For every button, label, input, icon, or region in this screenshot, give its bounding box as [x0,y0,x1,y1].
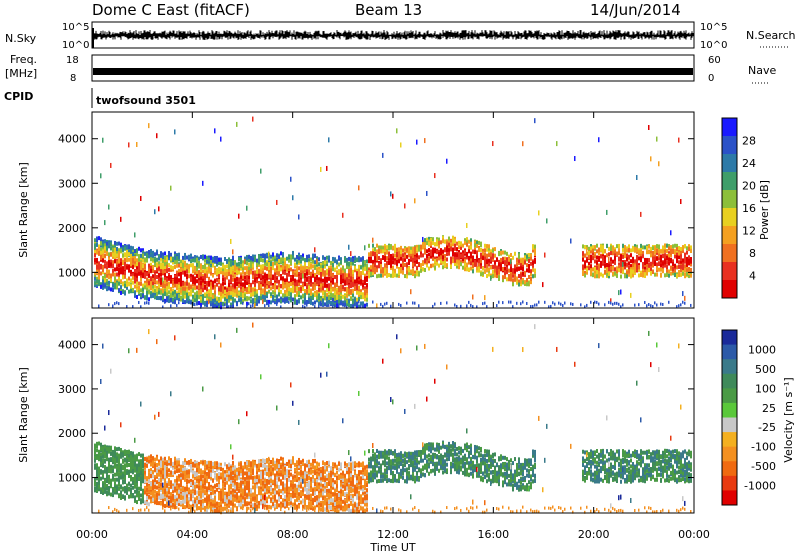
nsearch-tick-bottom: 10^0 [700,40,727,51]
colorbar-swatch [722,330,737,346]
velocity-panel: 1000 2000 3000 4000 Slant Range [km] 1000 50… [17,317,795,515]
time-tick-label: 16:00 [477,528,509,541]
colorbar-swatch [722,461,737,477]
colorbar-swatch [722,344,737,360]
range-tick-label: 2000 [58,427,86,440]
nsky-panel: N.Sky 10^5 10^0 10^5 10^0 N.Search [5,21,796,51]
freq-panel: Freq. [MHz] 18 8 60 0 Nave [5,53,776,84]
colorbar-swatch [722,373,737,389]
time-axis: 00:00 04:00 08:00 12:00 16:00 20:00 00:00 [76,112,710,541]
colorbar-swatch [722,402,737,418]
range-tick-label: 3000 [58,177,86,190]
freq-tick-top: 18 [66,55,79,66]
colorbar-swatch [722,118,737,137]
colorbar-tick-label: -25 [758,421,776,434]
figure-title: Dome C East (fitACF) [92,1,250,19]
power-panel: 1000 2000 3000 4000 Slant Range [km] 4 8 12 16… [17,111,771,310]
nsearch-tick-top: 10^5 [700,22,727,33]
velocity-data-cells [94,322,692,515]
colorbar-tick-label: 8 [749,247,756,260]
colorbar-tick-label: 20 [742,180,756,193]
nave-tick-bottom: 0 [708,73,714,84]
colorbar-swatch [722,190,737,209]
nsky-tick-bottom: 10^0 [62,40,89,51]
range-tick-label: 2000 [58,222,86,235]
range-tick-label: 1000 [58,266,86,279]
colorbar-tick-label: 16 [742,202,756,215]
colorbar-swatch [722,226,737,245]
colorbar-tick-label: 4 [749,270,756,283]
nsky-tick-top: 10^5 [62,22,89,33]
range-tick-label: 4000 [58,339,86,352]
colorbar-tick-label: -500 [751,460,776,473]
beam-label: Beam 13 [355,1,422,19]
freq-unit-label: [MHz] [5,67,37,80]
time-tick-label: 12:00 [377,528,409,541]
colorbar-tick-label: 25 [762,402,776,415]
velocity-ylabel: Slant Range [km] [17,367,30,463]
colorbar-swatch [722,490,737,506]
freq-label: Freq. [10,53,37,66]
time-axis-label: Time UT [369,541,415,554]
time-tick-label: 08:00 [277,528,309,541]
colorbar-swatch [722,359,737,375]
freq-tick-bottom: 8 [70,73,76,84]
colorbar-tick-label: -1000 [744,480,776,493]
nsearch-label: N.Search [746,29,796,42]
colorbar-swatch [722,475,737,491]
colorbar-swatch [722,244,737,263]
colorbar-swatch [722,432,737,448]
freq-trace [93,68,693,75]
time-tick-label: 00:00 [678,528,710,541]
nsky-label: N.Sky [5,32,37,45]
range-tick-label: 1000 [58,472,86,485]
range-tick-label: 3000 [58,383,86,396]
nave-label: Nave [748,64,776,77]
colorbar-swatch [722,417,737,433]
colorbar-tick-label: 100 [755,382,776,395]
colorbar-tick-label: -100 [751,441,776,454]
colorbar-swatch [722,262,737,281]
date-label: 14/Jun/2014 [590,1,681,19]
power-ylabel: Slant Range [km] [17,162,30,258]
colorbar-swatch [722,154,737,173]
range-tick-label: 4000 [58,133,86,146]
colorbar-tick-label: 24 [742,157,756,170]
velocity-colorbar-label: Velocity [m s⁻¹] [782,377,795,462]
nave-tick-top: 60 [708,55,721,66]
time-tick-label: 04:00 [176,528,208,541]
colorbar-swatch [722,136,737,155]
power-colorbar: 4 8 12 16 20 24 28 [721,117,756,299]
colorbar-swatch [722,446,737,462]
colorbar-swatch [722,280,737,299]
power-data-cells [94,116,692,310]
cpid-label: CPID [4,90,33,103]
velocity-colorbar: 1000 500 100 25 -25 -100 -500 -1000 [721,329,776,506]
colorbar-tick-label: 28 [742,135,756,148]
colorbar-tick-label: 12 [742,225,756,238]
power-colorbar-label: Power [dB] [758,180,771,240]
colorbar-swatch [722,208,737,227]
time-tick-label: 00:00 [76,528,108,541]
colorbar-tick-label: 1000 [748,343,776,356]
colorbar-swatch [722,172,737,191]
cpid-value: twofsound 3501 [96,94,196,107]
time-tick-label: 20:00 [578,528,610,541]
colorbar-tick-label: 500 [755,363,776,376]
nsky-trace [92,28,694,48]
colorbar-swatch [722,388,737,404]
